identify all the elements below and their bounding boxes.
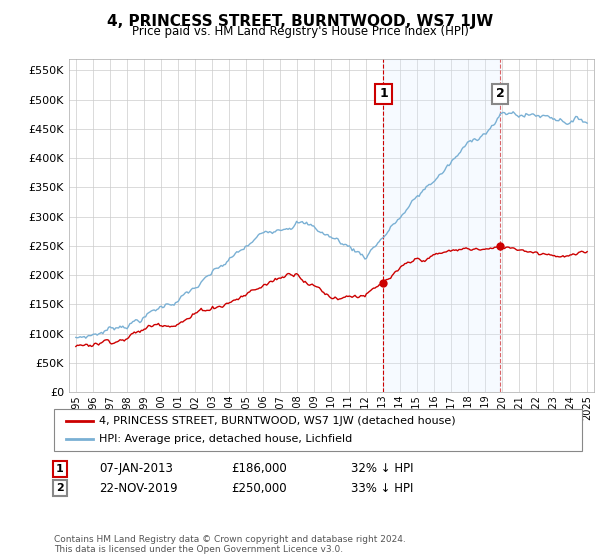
Text: 33% ↓ HPI: 33% ↓ HPI (351, 482, 413, 495)
Text: 1: 1 (379, 87, 388, 100)
Text: 4, PRINCESS STREET, BURNTWOOD, WS7 1JW (detached house): 4, PRINCESS STREET, BURNTWOOD, WS7 1JW (… (99, 416, 455, 426)
Text: 4, PRINCESS STREET, BURNTWOOD, WS7 1JW: 4, PRINCESS STREET, BURNTWOOD, WS7 1JW (107, 14, 493, 29)
Text: 1: 1 (56, 464, 64, 474)
Text: 22-NOV-2019: 22-NOV-2019 (99, 482, 178, 495)
Text: 2: 2 (56, 483, 64, 493)
Text: 32% ↓ HPI: 32% ↓ HPI (351, 462, 413, 475)
Text: Price paid vs. HM Land Registry's House Price Index (HPI): Price paid vs. HM Land Registry's House … (131, 25, 469, 38)
Text: £250,000: £250,000 (231, 482, 287, 495)
Text: Contains HM Land Registry data © Crown copyright and database right 2024.
This d: Contains HM Land Registry data © Crown c… (54, 535, 406, 554)
Text: 07-JAN-2013: 07-JAN-2013 (99, 462, 173, 475)
Bar (383, 59, 500, 392)
Text: HPI: Average price, detached house, Lichfield: HPI: Average price, detached house, Lich… (99, 434, 352, 444)
Text: 2: 2 (496, 87, 505, 100)
Text: £186,000: £186,000 (231, 462, 287, 475)
